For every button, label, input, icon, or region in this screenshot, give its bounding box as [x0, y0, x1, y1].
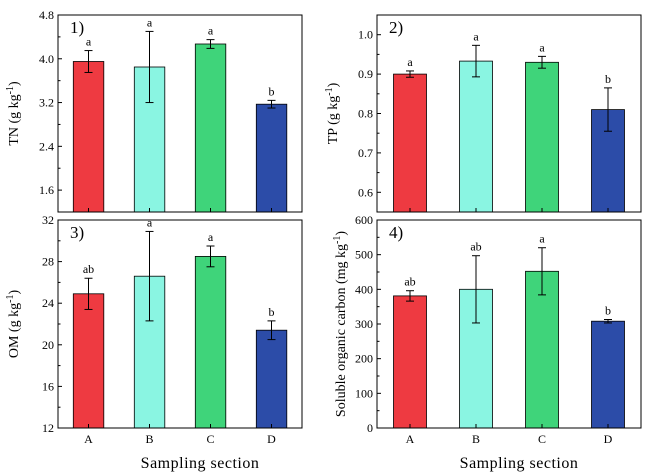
- significance-label-A: a: [407, 55, 413, 69]
- x-tick-label-C: C: [538, 432, 546, 446]
- bar-C: [194, 43, 227, 213]
- bar-A: [393, 73, 427, 213]
- x-tick-label-A: A: [406, 432, 415, 446]
- x-tick-label-B: B: [472, 432, 480, 446]
- significance-label-B: a: [473, 29, 479, 43]
- y-axis-label: OM (g kg-1): [5, 290, 22, 359]
- y-tick-label: 100: [355, 386, 373, 400]
- panel-label: 2): [389, 18, 403, 37]
- bottom-x-axis-labels: Sampling section Sampling section: [141, 455, 579, 472]
- significance-label-B: a: [147, 15, 153, 29]
- y-tick-label: 4.0: [39, 52, 54, 66]
- y-axis-label: Soluble organic carbon (mg kg-1): [332, 231, 349, 418]
- y-tick-label: 0.6: [358, 185, 373, 199]
- y-tick-label: 400: [355, 282, 373, 296]
- significance-label-A: ab: [83, 262, 94, 276]
- x-tick-label-A: A: [84, 432, 93, 446]
- y-tick-label: 4.8: [39, 8, 54, 22]
- significance-label-B: a: [147, 215, 153, 229]
- x-axis-label-right: Sampling section: [460, 455, 579, 472]
- y-tick-label: 1.0: [358, 28, 373, 42]
- x-tick-label-B: B: [145, 432, 153, 446]
- y-tick-label: 0.9: [358, 67, 373, 81]
- significance-label-A: ab: [404, 275, 415, 289]
- x-tick-label-D: D: [604, 432, 613, 446]
- bar-D: [255, 103, 288, 213]
- y-tick-label: 1.6: [39, 183, 54, 197]
- significance-label-A: a: [86, 35, 92, 49]
- y-tick-label: 32: [42, 213, 54, 227]
- y-tick-label: 24: [42, 296, 54, 310]
- significance-label-D: b: [269, 305, 275, 319]
- y-tick-label: 200: [355, 352, 373, 366]
- x-axis-label-left: Sampling section: [141, 455, 260, 472]
- bar-A: [393, 295, 427, 429]
- y-tick-label: 2.4: [39, 139, 54, 153]
- y-axis-label: TN (g kg-1): [5, 81, 22, 146]
- y-tick-label: 0.7: [358, 146, 373, 160]
- y-tick-label: 0: [367, 421, 373, 435]
- plot-frame: [57, 14, 303, 213]
- y-tick-label: 20: [42, 338, 54, 352]
- bar-A: [72, 61, 105, 213]
- panel-label: 1): [70, 18, 84, 37]
- significance-label-C: a: [208, 230, 214, 244]
- panel-label: 4): [389, 223, 403, 242]
- bar-D: [255, 329, 288, 429]
- y-tick-label: 28: [42, 255, 54, 269]
- y-tick-label: 3.2: [39, 96, 54, 110]
- y-tick-label: 600: [355, 213, 373, 227]
- panel-label: 3): [70, 223, 84, 242]
- bar-C: [194, 255, 227, 429]
- significance-label-C: a: [208, 24, 214, 38]
- significance-label-D: b: [269, 84, 275, 98]
- bar-A: [72, 293, 105, 429]
- y-tick-label: 300: [355, 317, 373, 331]
- x-tick-label-D: D: [267, 432, 276, 446]
- significance-label-D: b: [605, 72, 611, 86]
- y-axis-label: TP (g kg-1): [324, 82, 341, 144]
- bar-D: [591, 320, 625, 429]
- significance-label-C: a: [539, 232, 545, 246]
- y-tick-label: 16: [42, 379, 54, 393]
- bar-C: [525, 61, 559, 213]
- panel-1: a a a b 1.6 2.4 3.2 4.0 4.8 1) TN (g kg-1): [5, 8, 303, 213]
- x-tick-label-C: C: [206, 432, 214, 446]
- y-tick-label: 0.8: [358, 107, 373, 121]
- significance-label-B: ab: [470, 240, 481, 254]
- y-tick-label: 12: [42, 421, 54, 435]
- bar-C: [525, 270, 559, 429]
- significance-label-C: a: [539, 40, 545, 54]
- significance-label-D: b: [605, 303, 611, 317]
- panel-2: a a a b 0.6 0.7 0.8 0.9 1.0 2) TP (g kg-1): [324, 14, 642, 213]
- bar-B: [459, 60, 493, 213]
- y-tick-label: 500: [355, 248, 373, 262]
